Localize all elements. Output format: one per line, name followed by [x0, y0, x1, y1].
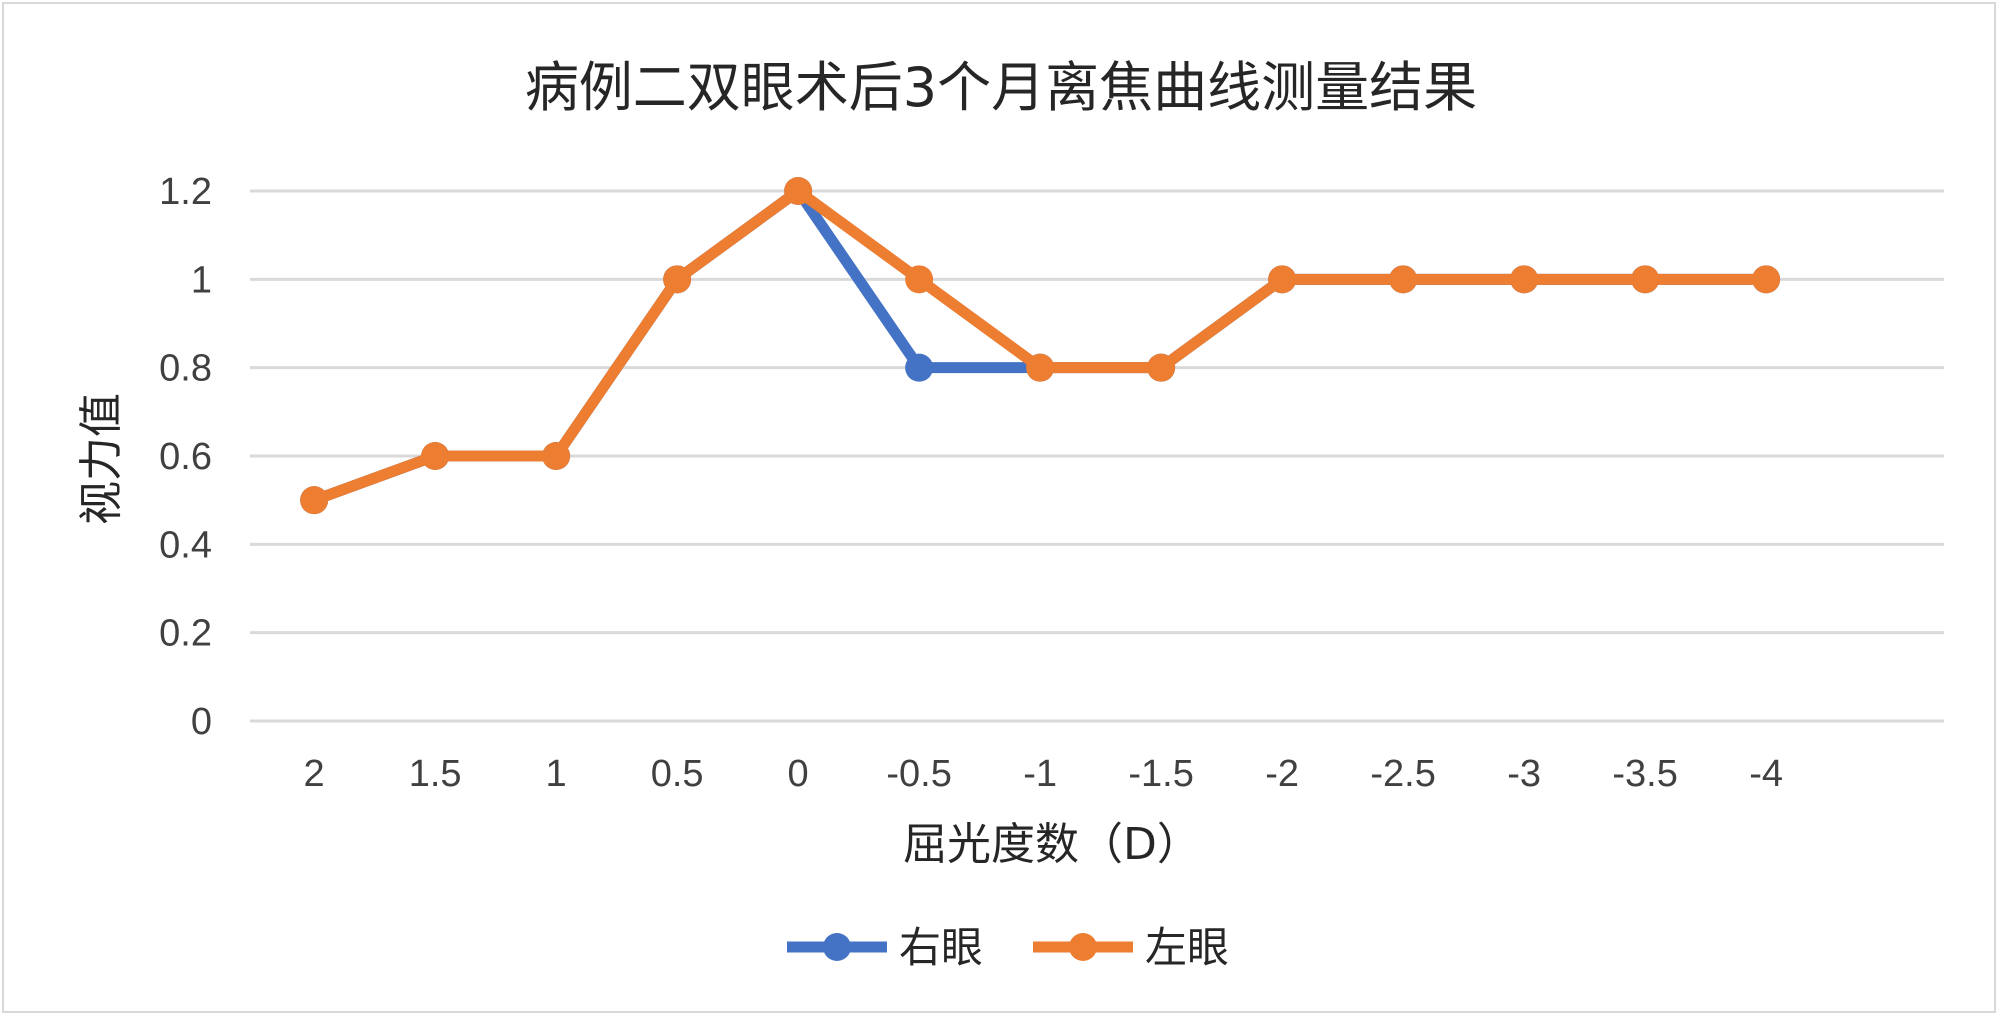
series-left-eye — [300, 177, 1781, 515]
data-point — [1752, 265, 1781, 294]
legend-item: 右眼 — [787, 923, 983, 972]
data-point — [1026, 353, 1055, 382]
y-tick-label: 0.6 — [159, 436, 212, 478]
data-point — [300, 486, 329, 515]
x-tick-label: -2.5 — [1370, 753, 1435, 795]
x-tick-label: -1.5 — [1128, 753, 1193, 795]
y-tick-label: 0.2 — [159, 613, 212, 655]
data-point — [1268, 265, 1297, 294]
data-point — [905, 353, 934, 382]
x-tick-label: 0.5 — [651, 753, 704, 795]
legend-item: 左眼 — [1033, 923, 1229, 972]
x-tick-label: -3.5 — [1612, 753, 1677, 795]
data-point — [905, 265, 934, 294]
y-axis-ticks: 0 0.2 0.4 0.6 0.8 1 1.2 — [159, 171, 212, 743]
x-axis-ticks: 2 1.5 1 0.5 0 -0.5 -1 -1.5 -2 -2.5 -3 -3.5 -4 — [304, 753, 1783, 795]
chart-title: 病例二双眼术后3个月离焦曲线测量结果 — [525, 56, 1477, 119]
series-layer — [300, 177, 1781, 515]
data-point — [1631, 265, 1660, 294]
y-tick-label: 0.8 — [159, 348, 212, 390]
data-point — [784, 177, 813, 205]
legend: 右眼 左眼 — [787, 923, 1229, 972]
data-point — [663, 265, 692, 294]
legend-label: 右眼 — [899, 923, 983, 972]
series-line — [308, 185, 1772, 506]
x-tick-label: -1 — [1023, 753, 1057, 795]
y-tick-label: 1 — [191, 259, 212, 301]
x-tick-label: -0.5 — [886, 753, 951, 795]
series-right-eye — [300, 177, 1781, 515]
data-point — [1510, 265, 1539, 294]
x-tick-label: 1 — [546, 753, 567, 795]
x-tick-label: -4 — [1749, 753, 1783, 795]
y-axis-title: 视力值 — [76, 393, 127, 525]
legend-marker — [1069, 933, 1097, 961]
data-point — [1389, 265, 1418, 294]
x-tick-label: 0 — [788, 753, 809, 795]
x-axis-title: 屈光度数（D） — [903, 819, 1201, 870]
x-tick-label: 1.5 — [409, 753, 462, 795]
data-point — [1147, 353, 1176, 382]
y-tick-label: 1.2 — [159, 171, 212, 213]
data-point — [542, 442, 571, 470]
x-tick-label: -3 — [1507, 753, 1541, 795]
line-chart: 病例二双眼术后3个月离焦曲线测量结果 0 0.2 0.4 0.6 0.8 1 1.2 2 1.… — [76, 56, 1944, 972]
x-tick-label: 2 — [304, 753, 325, 795]
y-tick-label: 0 — [191, 701, 212, 743]
legend-marker — [823, 933, 851, 961]
data-point — [421, 442, 450, 470]
x-tick-label: -2 — [1265, 753, 1299, 795]
legend-label: 左眼 — [1145, 923, 1229, 972]
y-tick-label: 0.4 — [159, 524, 212, 566]
